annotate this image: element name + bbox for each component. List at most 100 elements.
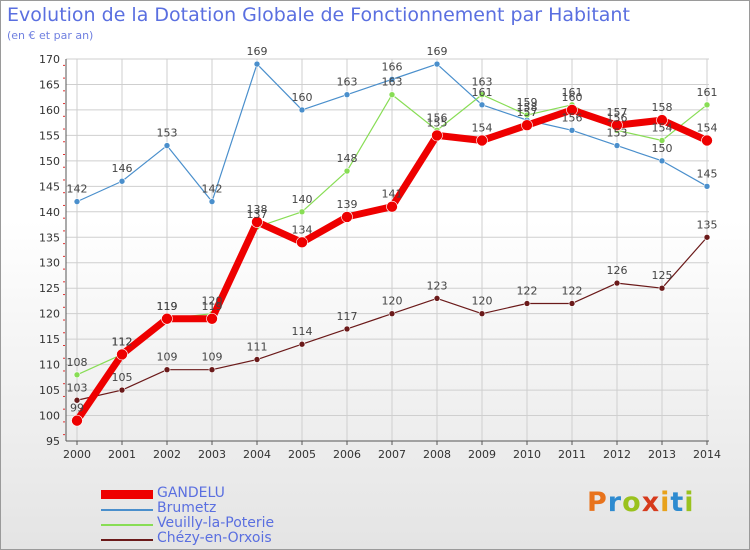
point-brumetz-2011	[568, 127, 576, 134]
data-label-veuilly-la-poterie-2007: 163	[382, 76, 403, 89]
proxiti-logo: Proxiti	[587, 487, 695, 518]
legend-label-gandelu: GANDELU	[157, 485, 225, 501]
y-tick-label-165: 165	[39, 78, 60, 91]
y-tick-label-155: 155	[39, 129, 60, 142]
data-label-ch-zy-en-orxois-2014: 135	[697, 218, 718, 231]
x-tick-label-2006: 2006	[333, 448, 361, 461]
x-tick-label-2013: 2013	[648, 448, 676, 461]
legend-swatch-brumetz	[101, 509, 153, 511]
point-brumetz-2009	[478, 101, 486, 109]
data-label-gandelu-2006: 139	[337, 198, 358, 211]
x-tick-label-2009: 2009	[468, 448, 496, 461]
y-tick-label-145: 145	[39, 180, 60, 193]
point-gandelu-2006	[341, 211, 353, 223]
point-gandelu-2013	[656, 114, 668, 126]
data-label-veuilly-la-poterie-2005: 140	[292, 193, 313, 206]
data-label-ch-zy-en-orxois-2001: 105	[112, 371, 133, 384]
chart-title: Evolution de la Dotation Globale de Fonc…	[7, 4, 630, 26]
x-tick-label-2005: 2005	[288, 448, 316, 461]
data-label-veuilly-la-poterie-2002: 119	[157, 300, 178, 313]
data-label-brumetz-2000: 142	[67, 183, 88, 196]
point-ch-zy-en-orxois-2006	[343, 325, 351, 333]
data-label-ch-zy-en-orxois-2008: 123	[427, 279, 448, 292]
data-label-ch-zy-en-orxois-2004: 111	[247, 341, 268, 354]
point-gandelu-2010	[521, 119, 533, 132]
data-label-gandelu-2001: 112	[112, 335, 133, 348]
data-label-brumetz-2009: 161	[472, 86, 493, 99]
point-gandelu-2012	[611, 119, 623, 132]
data-label-gandelu-2007: 141	[382, 188, 403, 201]
logo-letter: P	[587, 487, 608, 518]
point-gandelu-2000	[71, 414, 83, 427]
legend-label-veuilly: Veuilly-la-Poterie	[157, 515, 275, 531]
y-tick-label-160: 160	[39, 104, 60, 117]
data-label-brumetz-2012: 153	[607, 127, 628, 140]
point-gandelu-2007	[386, 200, 398, 213]
data-label-gandelu-2003: 119	[202, 300, 223, 313]
x-tick-label-2012: 2012	[603, 448, 631, 461]
point-veuilly-la-poterie-2007	[388, 91, 396, 98]
data-label-brumetz-2005: 160	[292, 91, 313, 104]
data-label-brumetz-2008: 169	[427, 45, 448, 58]
data-label-veuilly-la-poterie-2011: 161	[562, 86, 583, 99]
logo-letter: x	[641, 487, 661, 518]
x-tick-label-2008: 2008	[423, 448, 451, 461]
point-gandelu-2005	[296, 236, 308, 249]
point-ch-zy-en-orxois-2011	[568, 300, 576, 307]
point-ch-zy-en-orxois-2014	[703, 233, 711, 241]
data-label-veuilly-la-poterie-2003: 120	[202, 295, 223, 308]
data-label-veuilly-la-poterie-2008: 156	[427, 111, 448, 124]
data-label-ch-zy-en-orxois-2000: 103	[67, 381, 88, 394]
point-gandelu-2002	[161, 312, 173, 325]
y-tick-label-150: 150	[39, 155, 60, 168]
x-tick-label-2007: 2007	[378, 448, 406, 461]
point-gandelu-2014	[701, 134, 713, 147]
data-label-brumetz-2010: 158	[517, 101, 538, 114]
point-ch-zy-en-orxois-2012	[613, 279, 621, 287]
point-veuilly-la-poterie-2014	[703, 101, 711, 109]
logo-letter: o	[622, 487, 642, 518]
data-label-brumetz-2002: 153	[157, 127, 178, 140]
point-brumetz-2004	[253, 60, 261, 68]
legend-swatch-chezy	[101, 539, 153, 541]
point-brumetz-2000	[73, 198, 81, 205]
data-label-veuilly-la-poterie-2013: 154	[652, 121, 673, 134]
point-ch-zy-en-orxois-2013	[658, 284, 666, 292]
data-label-veuilly-la-poterie-2014: 161	[697, 86, 718, 99]
x-tick-label-2014: 2014	[693, 448, 721, 461]
data-label-ch-zy-en-orxois-2006: 117	[337, 310, 358, 323]
data-label-ch-zy-en-orxois-2011: 122	[562, 284, 583, 297]
data-label-gandelu-2005: 134	[292, 223, 313, 236]
x-tick-label-2004: 2004	[243, 448, 271, 461]
data-label-gandelu-2004: 138	[247, 203, 268, 216]
data-label-ch-zy-en-orxois-2009: 120	[472, 295, 493, 308]
logo-letter: i	[684, 487, 695, 518]
point-veuilly-la-poterie-2013	[658, 137, 666, 144]
data-label-brumetz-2013: 150	[652, 142, 673, 155]
point-brumetz-2013	[658, 157, 666, 165]
y-tick-label-120: 120	[39, 308, 60, 321]
data-label-gandelu-2013: 158	[652, 101, 673, 114]
data-label-brumetz-2011: 156	[562, 111, 583, 124]
y-tick-label-115: 115	[39, 333, 60, 346]
point-brumetz-2003	[208, 198, 216, 205]
data-label-gandelu-2002: 119	[157, 300, 178, 313]
data-label-veuilly-la-poterie-2004: 137	[247, 208, 268, 221]
y-tick-label-130: 130	[39, 257, 60, 270]
point-brumetz-2002	[163, 142, 171, 149]
y-tick-label-170: 170	[39, 53, 60, 66]
legend-swatch-veuilly	[101, 524, 153, 526]
point-gandelu-2011	[566, 104, 578, 116]
logo-letter: i	[660, 487, 671, 518]
axes: 95 100 105 110 115 120 125 130 135 140 145 150 155 16…	[39, 53, 721, 461]
point-gandelu-2004	[251, 216, 263, 228]
point-brumetz-2006	[343, 91, 351, 98]
data-label-brumetz-2004: 169	[247, 45, 268, 58]
data-label-gandelu-2009: 154	[472, 121, 493, 134]
point-ch-zy-en-orxois-2003	[208, 366, 216, 373]
point-ch-zy-en-orxois-2007	[388, 310, 396, 317]
point-ch-zy-en-orxois-2009	[478, 310, 486, 317]
point-brumetz-2001	[118, 177, 126, 185]
